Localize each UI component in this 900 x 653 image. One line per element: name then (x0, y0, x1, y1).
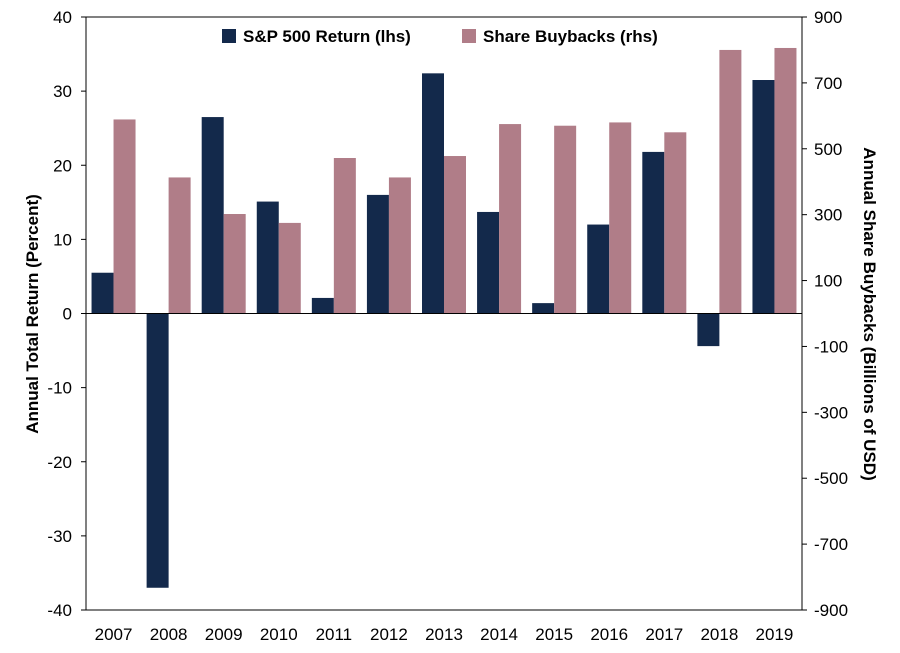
x-tick-label: 2013 (425, 625, 463, 644)
x-tick-label: 2011 (316, 625, 353, 644)
bar-buybacks-2012 (388, 177, 411, 314)
x-tick-label: 2010 (260, 625, 298, 644)
y-left-tick-label: 40 (53, 8, 72, 27)
y-left-tick-label: 0 (63, 305, 72, 324)
bar-sp500-2014 (477, 211, 500, 314)
bar-buybacks-2014 (499, 124, 522, 314)
legend: S&P 500 Return (lhs) Share Buybacks (rhs… (222, 27, 658, 46)
bar-sp500-2015 (532, 303, 555, 314)
bar-sp500-2018 (697, 313, 720, 347)
y-right-tick-label: -300 (814, 403, 848, 422)
bar-buybacks-2017 (664, 132, 687, 314)
tick-labels: 2007 2008 2009 2010 2011 2012 2013 2014 2015 2016… (47, 8, 848, 644)
x-tick-label: 2017 (645, 625, 683, 644)
x-tick-label: 2007 (95, 625, 133, 644)
bars (91, 47, 797, 588)
bar-buybacks-2013 (444, 156, 466, 314)
x-tick-label: 2018 (700, 625, 738, 644)
x-tick-label: 2014 (480, 625, 518, 644)
bar-sp500-2013 (422, 73, 444, 314)
y-left-tick-label: -40 (47, 601, 72, 620)
bar-sp500-2009 (201, 117, 224, 314)
y-right-tick-label: -500 (814, 469, 848, 488)
y-axis-left-title: Annual Total Return (Percent) (23, 194, 42, 434)
bar-sp500-2016 (587, 224, 610, 314)
y-left-tick-label: 10 (53, 230, 72, 249)
y-right-tick-label: -100 (814, 337, 848, 356)
y-right-tick-label: -900 (814, 601, 848, 620)
x-tick-label: 2015 (535, 625, 573, 644)
bar-buybacks-2008 (168, 177, 191, 314)
bar-sp500-2007 (91, 272, 114, 314)
legend-label-buybacks: Share Buybacks (rhs) (483, 27, 658, 46)
bar-buybacks-2015 (554, 125, 577, 314)
y-left-tick-label: -30 (47, 527, 72, 546)
y-axis-right-title: Annual Share Buybacks (Billions of USD) (860, 147, 879, 480)
y-right-tick-label: 100 (814, 272, 842, 291)
x-tick-label: 2012 (370, 625, 408, 644)
x-tick-label: 2019 (756, 625, 794, 644)
bar-sp500-2010 (256, 201, 279, 314)
bar-buybacks-2010 (278, 222, 301, 314)
bar-sp500-2019 (752, 80, 775, 314)
bar-sp500-2017 (642, 151, 665, 314)
legend-swatch-buybacks (462, 29, 476, 43)
bar-buybacks-2019 (774, 47, 797, 314)
y-right-tick-label: 900 (814, 8, 842, 27)
bar-buybacks-2018 (719, 49, 742, 314)
legend-swatch-sp500 (222, 29, 236, 43)
bar-sp500-2012 (366, 194, 389, 314)
x-tick-label: 2009 (205, 625, 243, 644)
bar-sp500-2008 (146, 313, 169, 588)
x-tick-label: 2016 (590, 625, 628, 644)
y-right-tick-label: 500 (814, 140, 842, 159)
bar-buybacks-2016 (609, 122, 632, 314)
y-right-tick-label: -700 (814, 535, 848, 554)
y-right-tick-label: 300 (814, 206, 842, 225)
bar-buybacks-2009 (223, 214, 246, 314)
y-left-tick-label: 30 (53, 82, 72, 101)
y-left-tick-label: -20 (47, 453, 72, 472)
bar-sp500-2011 (311, 297, 334, 314)
legend-label-sp500: S&P 500 Return (lhs) (243, 27, 411, 46)
y-right-tick-label: 700 (814, 74, 842, 93)
y-left-tick-label: 20 (53, 156, 72, 175)
y-left-tick-label: -10 (47, 379, 72, 398)
bar-buybacks-2007 (113, 119, 136, 314)
x-tick-label: 2008 (150, 625, 188, 644)
axes (81, 16, 807, 611)
bar-buybacks-2011 (333, 158, 356, 314)
